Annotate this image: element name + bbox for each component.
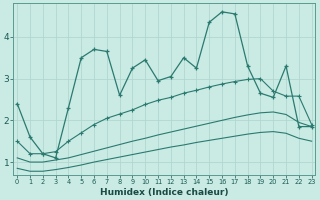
X-axis label: Humidex (Indice chaleur): Humidex (Indice chaleur) [100, 188, 229, 197]
